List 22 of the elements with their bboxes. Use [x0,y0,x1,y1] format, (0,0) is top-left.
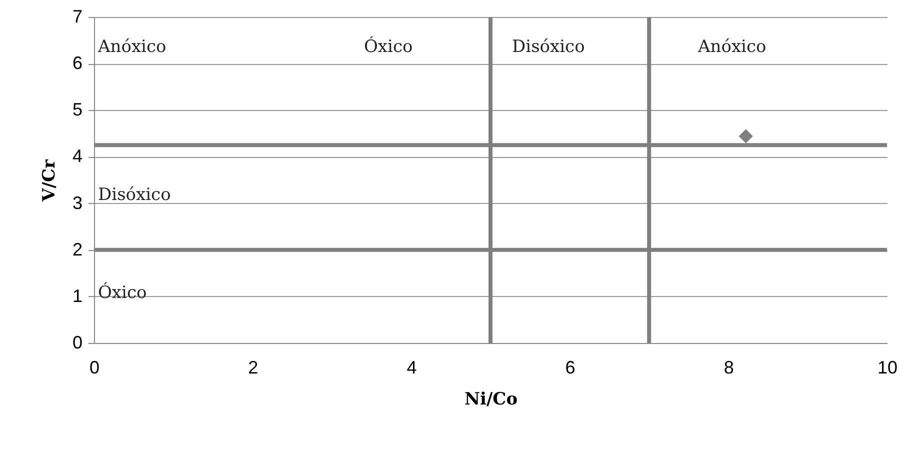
y-tick-label: 5 [72,100,82,120]
x-tick-label: 2 [248,358,258,378]
y-axis-title: V/Cr [39,158,60,202]
y-tick-label: 0 [72,332,82,352]
x-tick-label: 10 [877,358,898,378]
annotation: Anóxico [697,37,766,57]
y-tick-label: 2 [72,239,82,260]
y-tick-label: 7 [72,6,82,26]
annotation: Óxico [364,36,413,57]
annotation: Anóxico [97,37,166,57]
x-tick-label: 4 [406,358,417,378]
annotation: Disóxico [98,185,171,205]
annotation: Óxico [98,282,147,303]
x-tick-label: 6 [565,358,576,378]
x-axis-title: Ni/Co [464,390,518,410]
annotation: Disóxico [512,37,585,57]
y-tick-label: 6 [72,53,82,74]
x-tick-label: 8 [724,358,734,378]
y-tick-label: 3 [72,192,82,213]
y-tick-label: 1 [72,286,82,306]
y-tick-label: 4 [72,146,82,166]
x-tick-label: 0 [89,358,100,378]
